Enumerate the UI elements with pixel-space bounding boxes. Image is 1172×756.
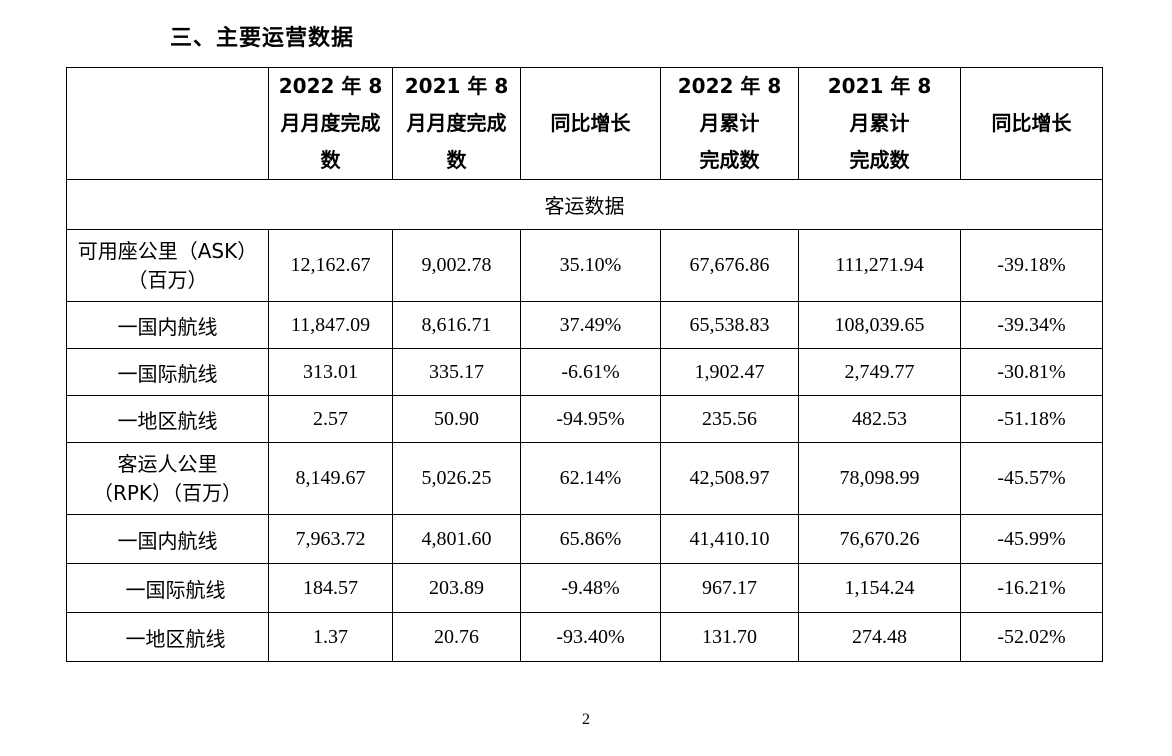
cell: 335.17 [392,348,521,396]
cell: 78,098.99 [798,442,961,515]
table-row-rpk-regional: 一地区航线 1.37 20.76 -93.40% 131.70 274.48 -… [66,612,1103,662]
cell: 1,902.47 [660,348,799,396]
table-row-rpk-domestic: 一国内航线 7,963.72 4,801.60 65.86% 41,410.10… [66,514,1103,564]
cell: 65.86% [520,514,661,564]
cell: 4,801.60 [392,514,521,564]
cell: 65,538.83 [660,301,799,349]
header-2022-aug-monthly: 2022 年 8 月月度完成 数 [268,67,393,180]
header-yoy-monthly: 同比增长 [520,67,661,180]
row-label: 一地区航线 [66,612,269,662]
cell: 11,847.09 [268,301,393,349]
cell: -30.81% [960,348,1103,396]
cell: 111,271.94 [798,229,961,302]
cell: -93.40% [520,612,661,662]
table-header-row: 2022 年 8 月月度完成 数 2021 年 8 月月度完成 数 同比增长 2… [66,67,1103,180]
header-2021-aug-cumulative: 2021 年 8 月累计 完成数 [798,67,961,180]
header-2021-aug-monthly: 2021 年 8 月月度完成 数 [392,67,521,180]
cell: 5,026.25 [392,442,521,515]
cell: 7,963.72 [268,514,393,564]
row-label: 一地区航线 [66,395,269,443]
row-label-rpk: 客运人公里 （RPK）（百万） [66,442,269,515]
cell: -39.18% [960,229,1103,302]
cell: 313.01 [268,348,393,396]
row-label: 一国内航线 [66,514,269,564]
cell: 2,749.77 [798,348,961,396]
row-label-ask: 可用座公里（ASK） （百万） [66,229,269,302]
cell: -6.61% [520,348,661,396]
cell: -94.95% [520,395,661,443]
table-row-ask-regional: 一地区航线 2.57 50.90 -94.95% 235.56 482.53 -… [66,395,1103,443]
row-label: 一国际航线 [66,348,269,396]
header-blank [66,67,269,180]
operating-data-table: 2022 年 8 月月度完成 数 2021 年 8 月月度完成 数 同比增长 2… [66,67,1103,662]
cell: 1,154.24 [798,563,961,613]
cell: -16.21% [960,563,1103,613]
cell: 274.48 [798,612,961,662]
cell: 8,149.67 [268,442,393,515]
cell: 20.76 [392,612,521,662]
header-yoy-cumulative: 同比增长 [960,67,1103,180]
cell: 9,002.78 [392,229,521,302]
cell: 2.57 [268,395,393,443]
page-number: 2 [582,711,590,728]
cell: -51.18% [960,395,1103,443]
section-title: 三、主要运营数据 [170,26,355,51]
cell: 37.49% [520,301,661,349]
cell: 67,676.86 [660,229,799,302]
cell: 482.53 [798,395,961,443]
cell: 42,508.97 [660,442,799,515]
cell: 35.10% [520,229,661,302]
cell: -9.48% [520,563,661,613]
cell: 12,162.67 [268,229,393,302]
cell: 108,039.65 [798,301,961,349]
table-row-ask-domestic: 一国内航线 11,847.09 8,616.71 37.49% 65,538.8… [66,301,1103,349]
cell: -45.99% [960,514,1103,564]
table-row-rpk-international: 一国际航线 184.57 203.89 -9.48% 967.17 1,154.… [66,563,1103,613]
cell: 184.57 [268,563,393,613]
cell: 1.37 [268,612,393,662]
section-label: 客运数据 [66,179,1103,230]
cell: 967.17 [660,563,799,613]
cell: 235.56 [660,395,799,443]
cell: 41,410.10 [660,514,799,564]
cell: -39.34% [960,301,1103,349]
header-2022-aug-cumulative: 2022 年 8 月累计 完成数 [660,67,799,180]
cell: 131.70 [660,612,799,662]
row-label: 一国内航线 [66,301,269,349]
cell: 203.89 [392,563,521,613]
table-row-rpk: 客运人公里 （RPK）（百万） 8,149.67 5,026.25 62.14%… [66,442,1103,515]
cell: -52.02% [960,612,1103,662]
cell: 76,670.26 [798,514,961,564]
table-row-ask-international: 一国际航线 313.01 335.17 -6.61% 1,902.47 2,74… [66,348,1103,396]
row-label: 一国际航线 [66,563,269,613]
section-row-passenger: 客运数据 [66,179,1103,230]
cell: -45.57% [960,442,1103,515]
cell: 8,616.71 [392,301,521,349]
cell: 50.90 [392,395,521,443]
cell: 62.14% [520,442,661,515]
table-row-ask: 可用座公里（ASK） （百万） 12,162.67 9,002.78 35.10… [66,229,1103,302]
